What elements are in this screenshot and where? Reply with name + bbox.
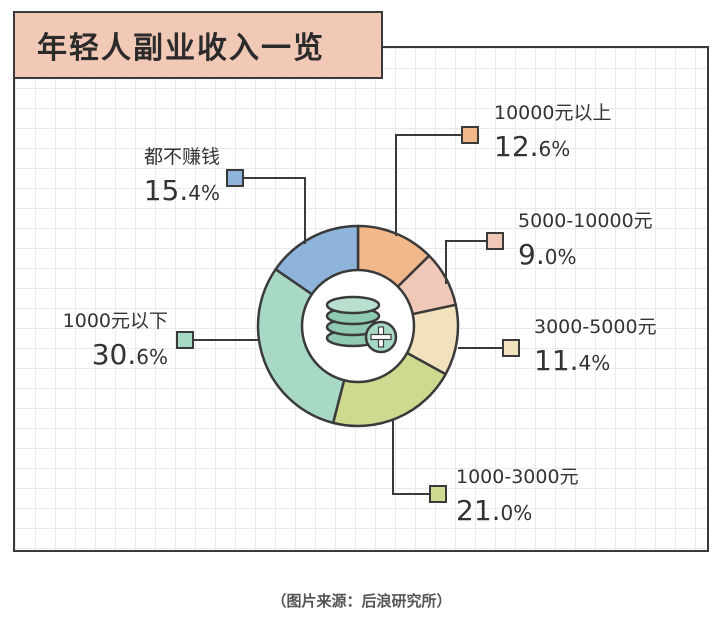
legend-swatch: [226, 169, 244, 187]
label-5000-10000: 5000-10000元 9.0%: [518, 212, 653, 269]
leader-line: [243, 177, 306, 244]
slice-label: 1000-3000元: [456, 466, 579, 488]
label-no-income: 都不赚钱 15.4%: [100, 148, 220, 205]
slice-percent: 21.0%: [456, 494, 533, 527]
label-below-1000: 1000元以下 30.6%: [28, 312, 168, 369]
legend-swatch: [176, 331, 194, 349]
label-10000-plus: 10000元以上 12.6%: [494, 104, 611, 161]
leader-line: [392, 420, 430, 495]
slice-percent: 9.0%: [518, 238, 577, 271]
image-source: （图片来源：后浪研究所）: [271, 592, 452, 610]
legend-swatch: [461, 126, 479, 144]
label-1000-3000: 1000-3000元 21.0%: [456, 468, 579, 525]
label-3000-5000: 3000-5000元 11.4%: [534, 318, 657, 375]
slice-percent: 11.4%: [534, 344, 611, 377]
leader-line: [395, 134, 462, 236]
slice-label: 10000元以上: [494, 102, 612, 124]
slice-percent: 12.6%: [494, 130, 571, 163]
chart-title: 年轻人副业收入一览: [13, 11, 383, 79]
slice-percent: 15.4%: [143, 174, 220, 207]
legend-swatch: [502, 339, 520, 357]
legend-swatch: [429, 485, 447, 503]
slice-label: 5000-10000元: [518, 210, 653, 232]
slice-label: 都不赚钱: [143, 146, 220, 168]
legend-swatch: [486, 232, 504, 250]
leader-line: [445, 240, 487, 284]
slice-label: 3000-5000元: [534, 316, 657, 338]
slice-percent: 30.6%: [91, 338, 168, 371]
slice-label: 1000元以下: [62, 310, 168, 332]
coin-stack-plus-icon: [325, 295, 398, 354]
